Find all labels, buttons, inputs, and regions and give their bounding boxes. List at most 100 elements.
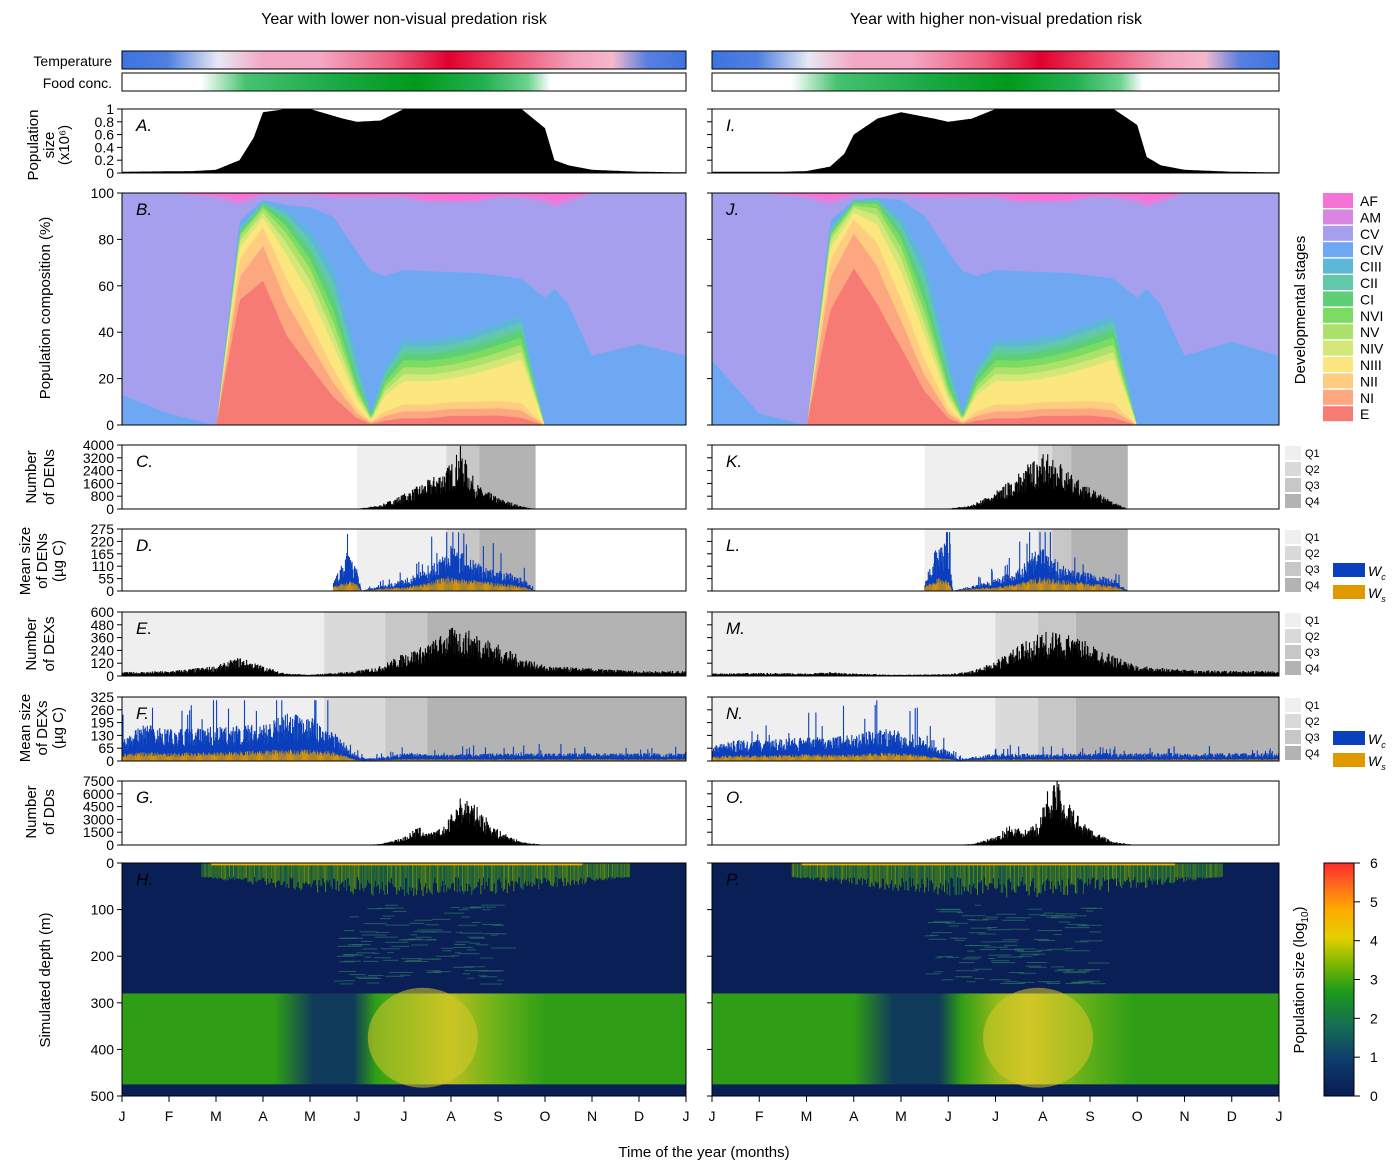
panel-frame [121,528,687,592]
y-tick-label: 2400 [83,463,114,479]
ylabel-e-line2: of DEXs [41,616,58,671]
ylabel-a-line1: Population [25,110,42,181]
y-tick-label: 240 [91,642,115,658]
y-tick-label: 1600 [83,475,114,491]
y-tick-label: 260 [91,702,115,718]
ylabel-number-dens: Number of DENs [23,449,58,505]
panel-frame [121,108,687,174]
left-column-header: Year with lower non-visual predation ris… [261,11,548,28]
ylabel-population-size: Population size (x10⁶) [25,110,73,181]
y-tick-label: 55 [98,571,114,587]
panel-frame [121,444,687,510]
panel-frame [121,696,687,762]
y-tick-label: 4500 [83,799,114,815]
y-tick-label: 165 [91,546,115,562]
panel-letter-left-A: A. [135,116,152,135]
y-tick-label: 20 [98,371,114,387]
ylabel-c-line1: Number [23,450,40,503]
y-tick-label: 3000 [83,811,114,827]
plot-layer: 00.20.40.60.81A.020406080100B.0800160024… [83,101,1280,1104]
panel-letter-left-G: G. [136,788,154,807]
ylabel-d-line2: of DENs [34,533,51,589]
population-size-area [122,109,686,173]
panel-left-B: 0 20 40 60 80 100 B. [91,185,687,433]
y-tick-label: 0 [106,165,114,181]
y-tick-label: 60 [98,278,114,294]
ylabel-f-line1: Mean size [17,694,34,762]
y-tick-label: 65 [98,740,114,756]
ylabel-a-line2: size [41,132,58,159]
y-tick-label: 4000 [83,437,114,453]
y-tick-label: 0 [106,837,114,853]
temperature-bar-right [711,50,1280,70]
y-tick-label: 0.4 [95,139,115,155]
panel-letter-left-C: C. [136,452,153,471]
y-tick-label: 6000 [83,786,114,802]
y-tick-label: 325 [91,689,115,705]
y-tick-label: 800 [91,488,115,504]
y-tick-label: 480 [91,617,115,633]
y-tick-label: 1500 [83,824,114,840]
y-tick-label: 0 [106,753,114,769]
y-tick-label: 195 [91,715,115,731]
ylabel-number-dds: Number of DDs [23,785,58,838]
temperature-bar-left [121,50,687,70]
y-tick-label: 40 [98,324,114,340]
panel-letter-left-B: B. [136,200,152,219]
ylabel-a-line3: (x10⁶) [56,125,73,165]
food-bar-right [711,72,1280,92]
panel-letter-left-E: E. [136,619,152,638]
quarter-band-q4 [427,697,686,761]
y-tick-label: 7500 [83,773,114,789]
y-tick-label: 0 [106,417,114,433]
panel-letter-left-F: F. [136,704,149,723]
y-tick-label: 3200 [83,450,114,466]
food-bar-left [121,72,687,92]
y-tick-label: 0 [106,501,114,517]
ylabel-simulated-depth: Simulated depth (m) [37,912,54,1047]
right-column-header: Year with higher non-visual predation ri… [850,11,1143,28]
y-tick-label: 0 [106,583,114,599]
y-tick-label: 80 [98,231,114,247]
y-tick-label: 360 [91,630,115,646]
food-label: Food conc. [43,75,112,91]
y-tick-label: 0.8 [95,114,115,130]
y-tick-label: 275 [91,521,115,537]
ylabel-c-line2: of DENs [41,449,58,505]
y-tick-label: 120 [91,655,115,671]
y-tick-label: 220 [91,533,115,549]
temperature-label: Temperature [33,53,112,69]
panel-frame [121,780,687,846]
y-tick-label: 0.2 [95,152,115,168]
y-tick-label: 110 [92,558,115,574]
ylabel-mean-size-dexs: Mean size of DEXs (µg C) [17,694,67,762]
ylabel-mean-size-dens: Mean size of DENs (µg C) [17,527,67,595]
ylabel-e-line1: Number [23,617,40,670]
ylabel-population-composition: Population composition (%) [37,217,54,400]
ylabel-number-dexs: Number of DEXs [23,616,58,671]
y-tick-label: 600 [91,604,115,620]
ylabel-g-line1: Number [23,785,40,838]
ylabel-g-line2: of DDs [41,789,58,835]
panel-frame [121,192,687,426]
y-tick-label: 100 [91,185,115,201]
quarter-band-q2 [324,612,386,676]
y-tick-label: 1 [106,101,114,117]
ylabel-d-line1: Mean size [17,527,34,595]
heatmap-deep-core [367,987,478,1088]
y-tick-label: 0 [106,668,114,684]
ylabel-d-line3: (µg C) [50,540,67,582]
quarter-band-q3 [385,697,428,761]
panel-left-A: 00.20.40.60.81 A. [95,101,687,181]
panel-letter-left-D: D. [136,536,153,555]
ylabel-f-line2: of DEXs [34,700,51,755]
ylabel-f-line3: (µg C) [50,707,67,749]
panel-frame [121,611,687,677]
